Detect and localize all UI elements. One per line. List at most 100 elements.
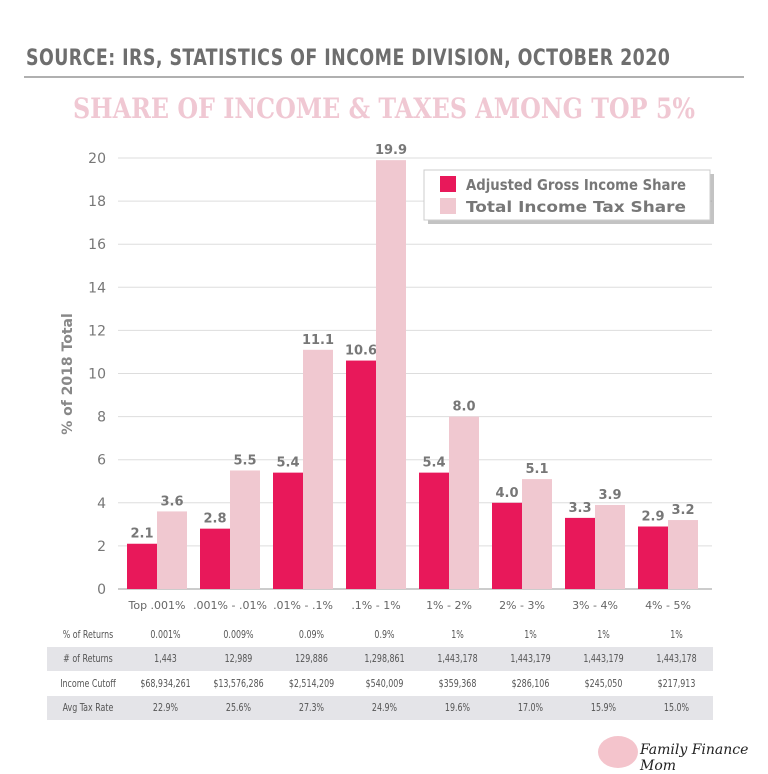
- table-row: Avg Tax Rate 22.9% 25.6% 27.3% 24.9% 19.6% 17.…: [47, 695, 713, 720]
- y-tick-label: 20: [88, 151, 106, 167]
- data-label: 5.4: [422, 456, 445, 471]
- bar-agi: [127, 543, 157, 589]
- row-label: Avg Tax Rate: [62, 701, 114, 715]
- table-cell: 19.6%: [444, 701, 471, 715]
- brand-logo: Family Finance Mom: [640, 742, 749, 774]
- data-label: 3.6: [160, 494, 183, 509]
- table-row: Income Cutoff $68,934,261 $13,576,286 $2,51…: [47, 671, 713, 696]
- table-row: # of Returns 1,443 12,989 129,886 1,298,861 1…: [47, 646, 713, 671]
- y-tick-label: 16: [88, 237, 106, 253]
- legend-label: Adjusted Gross Income Share: [466, 176, 686, 194]
- bar-agi: [638, 526, 668, 589]
- bar-tax: [595, 504, 625, 589]
- bar-tax: [157, 511, 187, 589]
- table-cell: $245,050: [584, 676, 623, 690]
- table-cell: 1,443,178: [437, 652, 478, 666]
- legend-label: Total Income Tax Share: [466, 198, 686, 216]
- table-cell: 12,989: [224, 652, 253, 666]
- bar-agi: [565, 517, 595, 589]
- table-cell: $13,576,286: [213, 676, 264, 690]
- table-cell: 25.6%: [225, 701, 252, 715]
- data-label: 3.3: [568, 501, 591, 516]
- table-cell: $2,514,209: [288, 676, 335, 690]
- table-cell: 1,443,179: [583, 652, 624, 666]
- legend: [423, 169, 711, 221]
- table-cell: $540,009: [365, 676, 404, 690]
- legend-swatch: [440, 176, 456, 192]
- y-axis-label: % of 2018 Total: [60, 313, 76, 435]
- table-cell: 1%: [451, 627, 464, 641]
- table-cell: 0.001%: [150, 627, 181, 641]
- row-label: # of Returns: [63, 652, 113, 666]
- divider: [24, 76, 744, 78]
- x-tick-label: 4% - 5%: [645, 599, 691, 612]
- bar-tax: [230, 470, 260, 589]
- bar-agi: [419, 472, 449, 589]
- x-tick-label: 3% - 4%: [572, 599, 618, 612]
- table-cell: 0.09%: [298, 627, 325, 641]
- data-label: 2.9: [641, 510, 664, 525]
- table-cell: 15.9%: [590, 701, 617, 715]
- bar-tax: [522, 479, 552, 589]
- y-tick-label: 0: [97, 582, 106, 598]
- chart-title: SHARE OF INCOME & TAXES AMONG TOP 5%: [72, 92, 696, 125]
- bar-agi: [200, 528, 230, 589]
- table-cell: 17.0%: [517, 701, 544, 715]
- table-cell: 1,443,179: [510, 652, 551, 666]
- table-cell: $286,106: [511, 676, 550, 690]
- data-label: 3.9: [598, 488, 621, 503]
- data-label: 8.0: [452, 400, 475, 415]
- row-label: % of Returns: [62, 627, 114, 641]
- y-tick-label: 18: [88, 194, 106, 210]
- data-label: 2.8: [203, 512, 226, 527]
- table-cell: 15.0%: [663, 701, 690, 715]
- data-label: 2.1: [130, 527, 153, 542]
- table-cell: $359,368: [438, 676, 477, 690]
- table-cell: 0.009%: [223, 627, 254, 641]
- data-label: 5.1: [525, 462, 548, 477]
- bar-tax: [303, 349, 333, 589]
- data-table: % of Returns 0.001% 0.009% 0.09% 0.9% 1% 1% 1% 1…: [47, 622, 713, 720]
- y-tick-label: 8: [97, 410, 106, 426]
- table-cell: 22.9%: [152, 701, 179, 715]
- x-tick-label: Top .001%: [127, 599, 185, 612]
- table-cell: 27.3%: [298, 701, 325, 715]
- data-label: 5.4: [276, 456, 299, 471]
- bar-agi: [273, 472, 303, 589]
- x-tick-label: .01% - .1%: [273, 599, 333, 612]
- table-row: % of Returns 0.001% 0.009% 0.09% 0.9% 1% 1% 1% 1…: [47, 622, 713, 647]
- source-note: SOURCE: IRS, STATISTICS OF INCOME DIVISI…: [26, 46, 671, 71]
- bar-tax: [449, 416, 479, 589]
- y-tick-label: 6: [97, 453, 106, 469]
- data-label: 19.9: [375, 143, 407, 158]
- legend-swatch: [440, 198, 456, 214]
- table-cell: 1,443,178: [656, 652, 697, 666]
- bar-agi: [346, 360, 376, 589]
- table-cell: 1%: [597, 627, 610, 641]
- piggy-bank-logo-icon: [598, 736, 638, 768]
- y-tick-label: 4: [97, 496, 106, 512]
- table-cell: 1,298,861: [364, 652, 405, 666]
- y-tick-label: 12: [88, 323, 106, 339]
- table-cell: $217,913: [657, 676, 696, 690]
- data-label: 5.5: [233, 453, 256, 468]
- data-label: 4.0: [495, 486, 518, 501]
- table-cell: 0.9%: [374, 627, 395, 641]
- table-cell: 24.9%: [371, 701, 398, 715]
- y-tick-label: 14: [88, 280, 106, 296]
- bar-tax: [376, 160, 406, 589]
- table-cell: 129,886: [295, 652, 328, 666]
- bar-agi: [492, 502, 522, 589]
- x-tick-label: 2% - 3%: [499, 599, 545, 612]
- x-tick-label: 1% - 2%: [426, 599, 472, 612]
- x-tick-label: .001% - .01%: [193, 599, 267, 612]
- data-label: 10.6: [345, 344, 377, 359]
- table-cell: 1,443: [154, 652, 177, 666]
- table-cell: 1%: [524, 627, 537, 641]
- y-tick-label: 10: [88, 367, 106, 383]
- table-cell: $68,934,261: [140, 676, 191, 690]
- bar-tax: [668, 520, 698, 589]
- bar-chart: 0 2 4 6 8 10 12 14 16 18 20 % of 2018 Total 2.1 3.6 To…: [60, 143, 714, 612]
- data-label: 11.1: [302, 333, 334, 348]
- table-cell: 1%: [670, 627, 683, 641]
